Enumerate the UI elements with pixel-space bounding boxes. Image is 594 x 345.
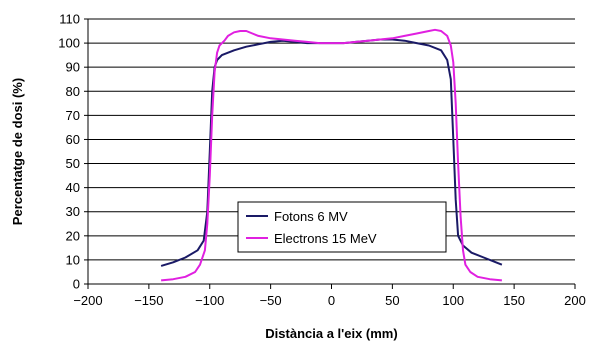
x-tick-labels: −200 −150 −100 −50 0 50 100 150 200 <box>73 293 586 308</box>
y-tick-label: 70 <box>66 108 80 123</box>
x-tick-label: 50 <box>385 293 399 308</box>
x-tick-label: 200 <box>564 293 586 308</box>
y-tick-label: 80 <box>66 84 80 99</box>
legend-label-fotons: Fotons 6 MV <box>274 209 348 224</box>
legend-box <box>237 201 447 253</box>
legend-label-electrons: Electrons 15 MeV <box>274 231 377 246</box>
x-tick-label: −50 <box>260 293 282 308</box>
x-tick-label: 0 <box>328 293 335 308</box>
y-tick-label: 40 <box>66 180 80 195</box>
grid-lines <box>88 18 575 261</box>
series-lines <box>160 28 503 282</box>
y-tick-label: 10 <box>66 252 80 267</box>
x-axis-title: Distància a l'eix (mm) <box>265 326 397 341</box>
y-tick-labels: 0 10 20 30 40 50 60 70 80 90 100 110 <box>58 12 80 292</box>
x-tick-label: 150 <box>503 293 525 308</box>
y-tick-label: 60 <box>66 132 80 147</box>
legend: Fotons 6 MV Electrons 15 MeV <box>237 201 447 253</box>
y-tick-label: 90 <box>66 60 80 75</box>
x-tick-label: −100 <box>195 293 224 308</box>
y-tick-label: 0 <box>73 277 80 292</box>
y-tick-label: 100 <box>58 36 80 51</box>
y-tick-label: 30 <box>66 204 80 219</box>
x-tick-label: 100 <box>442 293 464 308</box>
x-tick-label: −150 <box>134 293 163 308</box>
y-tick-label: 50 <box>66 156 80 171</box>
axes <box>84 18 576 289</box>
y-tick-label: 110 <box>59 12 80 27</box>
x-tick-label: −200 <box>73 293 102 308</box>
series-line-electrons <box>161 28 502 282</box>
y-axis-title: Percentatge de dosi (%) <box>10 78 25 225</box>
y-tick-label: 20 <box>66 228 80 243</box>
